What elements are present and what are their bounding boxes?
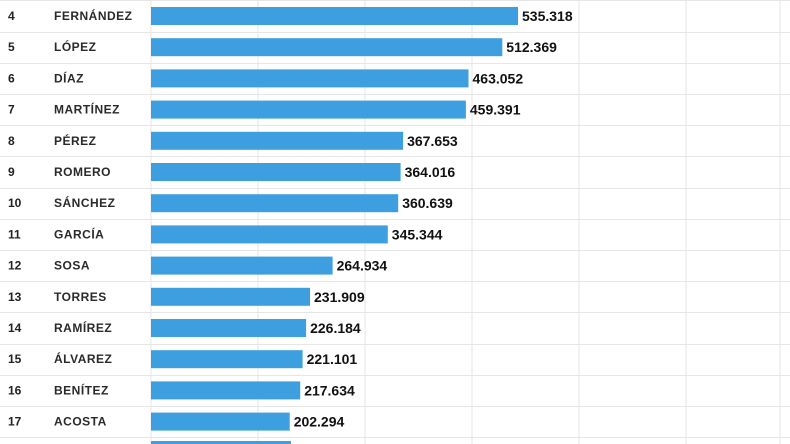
labels-layer: 4 FERNÁNDEZ 535.318 5 LÓPEZ 512.369 6 DÍAZ 463.0… [8,8,573,430]
value-label-16: 217.634 [304,382,355,398]
category-label-14: RAMÍREZ [54,320,112,335]
bar-17 [151,412,290,431]
category-label-11: GARCÍA [54,226,104,241]
value-label-4: 535.318 [522,8,573,24]
rank-label-17: 17 [8,415,22,429]
bar-15 [151,350,303,369]
value-label-15: 221.101 [307,351,358,367]
rank-label-14: 14 [8,321,22,335]
bar-16 [151,381,301,400]
rank-label-10: 10 [8,196,22,210]
category-label-4: FERNÁNDEZ [54,8,133,23]
category-label-7: MARTÍNEZ [54,102,120,117]
bar-8 [151,131,404,150]
bar-7 [151,100,466,119]
bar-14 [151,319,307,337]
rank-label-11: 11 [8,227,21,241]
rank-label-16: 16 [8,383,22,397]
category-label-12: SOSA [54,259,90,273]
value-label-17: 202.294 [294,414,345,430]
value-label-12: 264.934 [337,258,388,274]
bar-13 [151,287,310,306]
value-label-5: 512.369 [506,39,557,55]
bar-6 [151,69,469,88]
value-label-9: 364.016 [405,164,456,180]
category-label-6: DÍAZ [54,70,84,85]
value-label-11: 345.344 [392,226,443,242]
category-label-17: ACOSTA [54,415,107,429]
category-label-9: ROMERO [54,165,111,179]
category-label-5: LÓPEZ [54,39,97,54]
category-label-15: ÁLVAREZ [54,351,112,366]
bar-5 [151,38,503,57]
bar-9 [151,163,401,181]
rank-label-12: 12 [8,259,22,273]
bar-4 [151,7,518,25]
category-label-8: PÉREZ [54,133,97,148]
bars-layer [151,7,518,444]
rank-label-7: 7 [8,103,15,117]
category-label-16: BENÍTEZ [54,382,109,397]
value-label-13: 231.909 [314,289,365,305]
category-label-10: SÁNCHEZ [54,195,116,210]
bar-partial-cropped [151,441,291,444]
rank-label-9: 9 [8,165,15,179]
value-label-8: 367.653 [407,133,458,149]
category-label-13: TORRES [54,290,107,304]
value-label-6: 463.052 [473,70,524,86]
value-label-14: 226.184 [310,320,361,336]
value-label-10: 360.639 [402,195,453,211]
bar-10 [151,194,399,213]
rank-label-4: 4 [8,9,15,23]
bar-11 [151,225,388,244]
rank-label-5: 5 [8,40,15,54]
rank-label-15: 15 [8,352,22,366]
rank-label-8: 8 [8,134,15,148]
rank-label-6: 6 [8,71,15,85]
bar-12 [151,256,333,275]
rank-label-13: 13 [8,290,22,304]
value-label-7: 459.391 [470,102,521,118]
